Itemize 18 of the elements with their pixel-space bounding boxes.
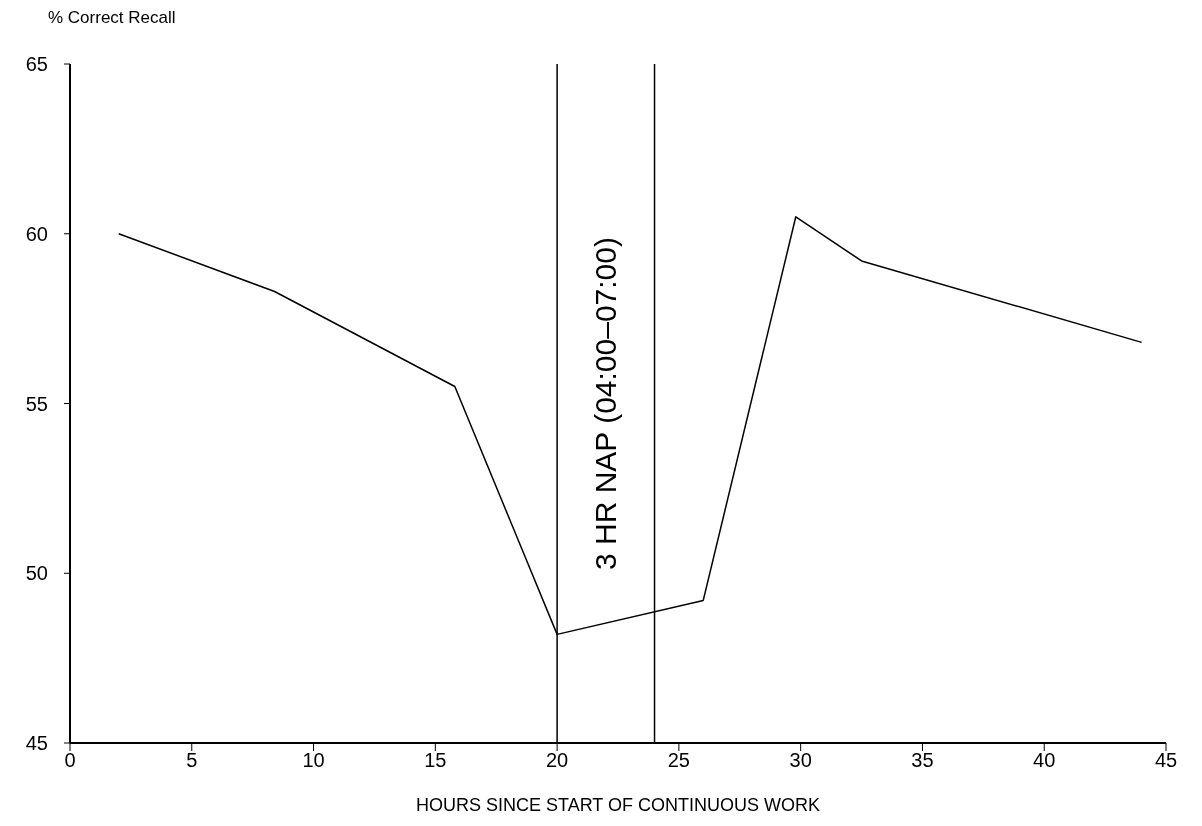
- y-tick-label: 45: [25, 732, 48, 755]
- x-tick-label: 45: [1154, 749, 1178, 772]
- x-tick-label: 15: [424, 749, 447, 772]
- x-tick-label: 25: [667, 749, 691, 772]
- x-tick-label: 35: [911, 749, 934, 772]
- y-tick-label: 55: [25, 392, 48, 415]
- x-tick-label: 0: [64, 749, 76, 772]
- y-tick-label: 65: [25, 53, 48, 76]
- annotation: 3 HR NAP (04:00–07:00): [589, 237, 623, 570]
- y-tick-label: 60: [25, 222, 48, 245]
- x-axis-title: HOURS SINCE START OF CONTINUOUS WORK: [415, 795, 821, 815]
- x-tick-label: 40: [1033, 749, 1056, 772]
- x-tick-label: 30: [789, 749, 812, 772]
- y-axis-title: % Correct Recall: [48, 8, 176, 28]
- x-tick-label: 10: [302, 749, 325, 772]
- x-tick-label: 5: [186, 749, 198, 772]
- y-tick-label: 50: [25, 562, 48, 585]
- x-tick-label: 20: [545, 749, 569, 772]
